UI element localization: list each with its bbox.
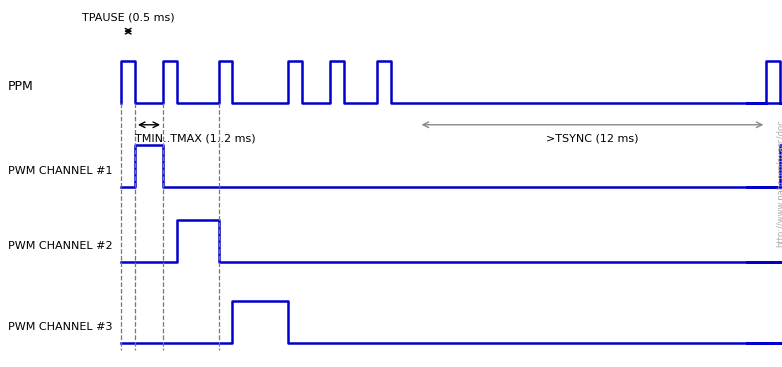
Text: PWM CHANNEL #1: PWM CHANNEL #1 bbox=[8, 166, 113, 176]
Text: >TSYNC (12 ms): >TSYNC (12 ms) bbox=[547, 134, 639, 144]
Text: TMIN..TMAX (1..2 ms): TMIN..TMAX (1..2 ms) bbox=[135, 134, 256, 144]
Text: http://www.pabr.org/pxarc/doc: http://www.pabr.org/pxarc/doc bbox=[777, 120, 782, 247]
Text: PWM CHANNEL #3: PWM CHANNEL #3 bbox=[8, 321, 113, 332]
Text: PPM: PPM bbox=[8, 80, 34, 93]
Text: PWM CHANNEL #2: PWM CHANNEL #2 bbox=[8, 241, 113, 251]
Text: TPAUSE (0.5 ms): TPAUSE (0.5 ms) bbox=[82, 12, 174, 22]
